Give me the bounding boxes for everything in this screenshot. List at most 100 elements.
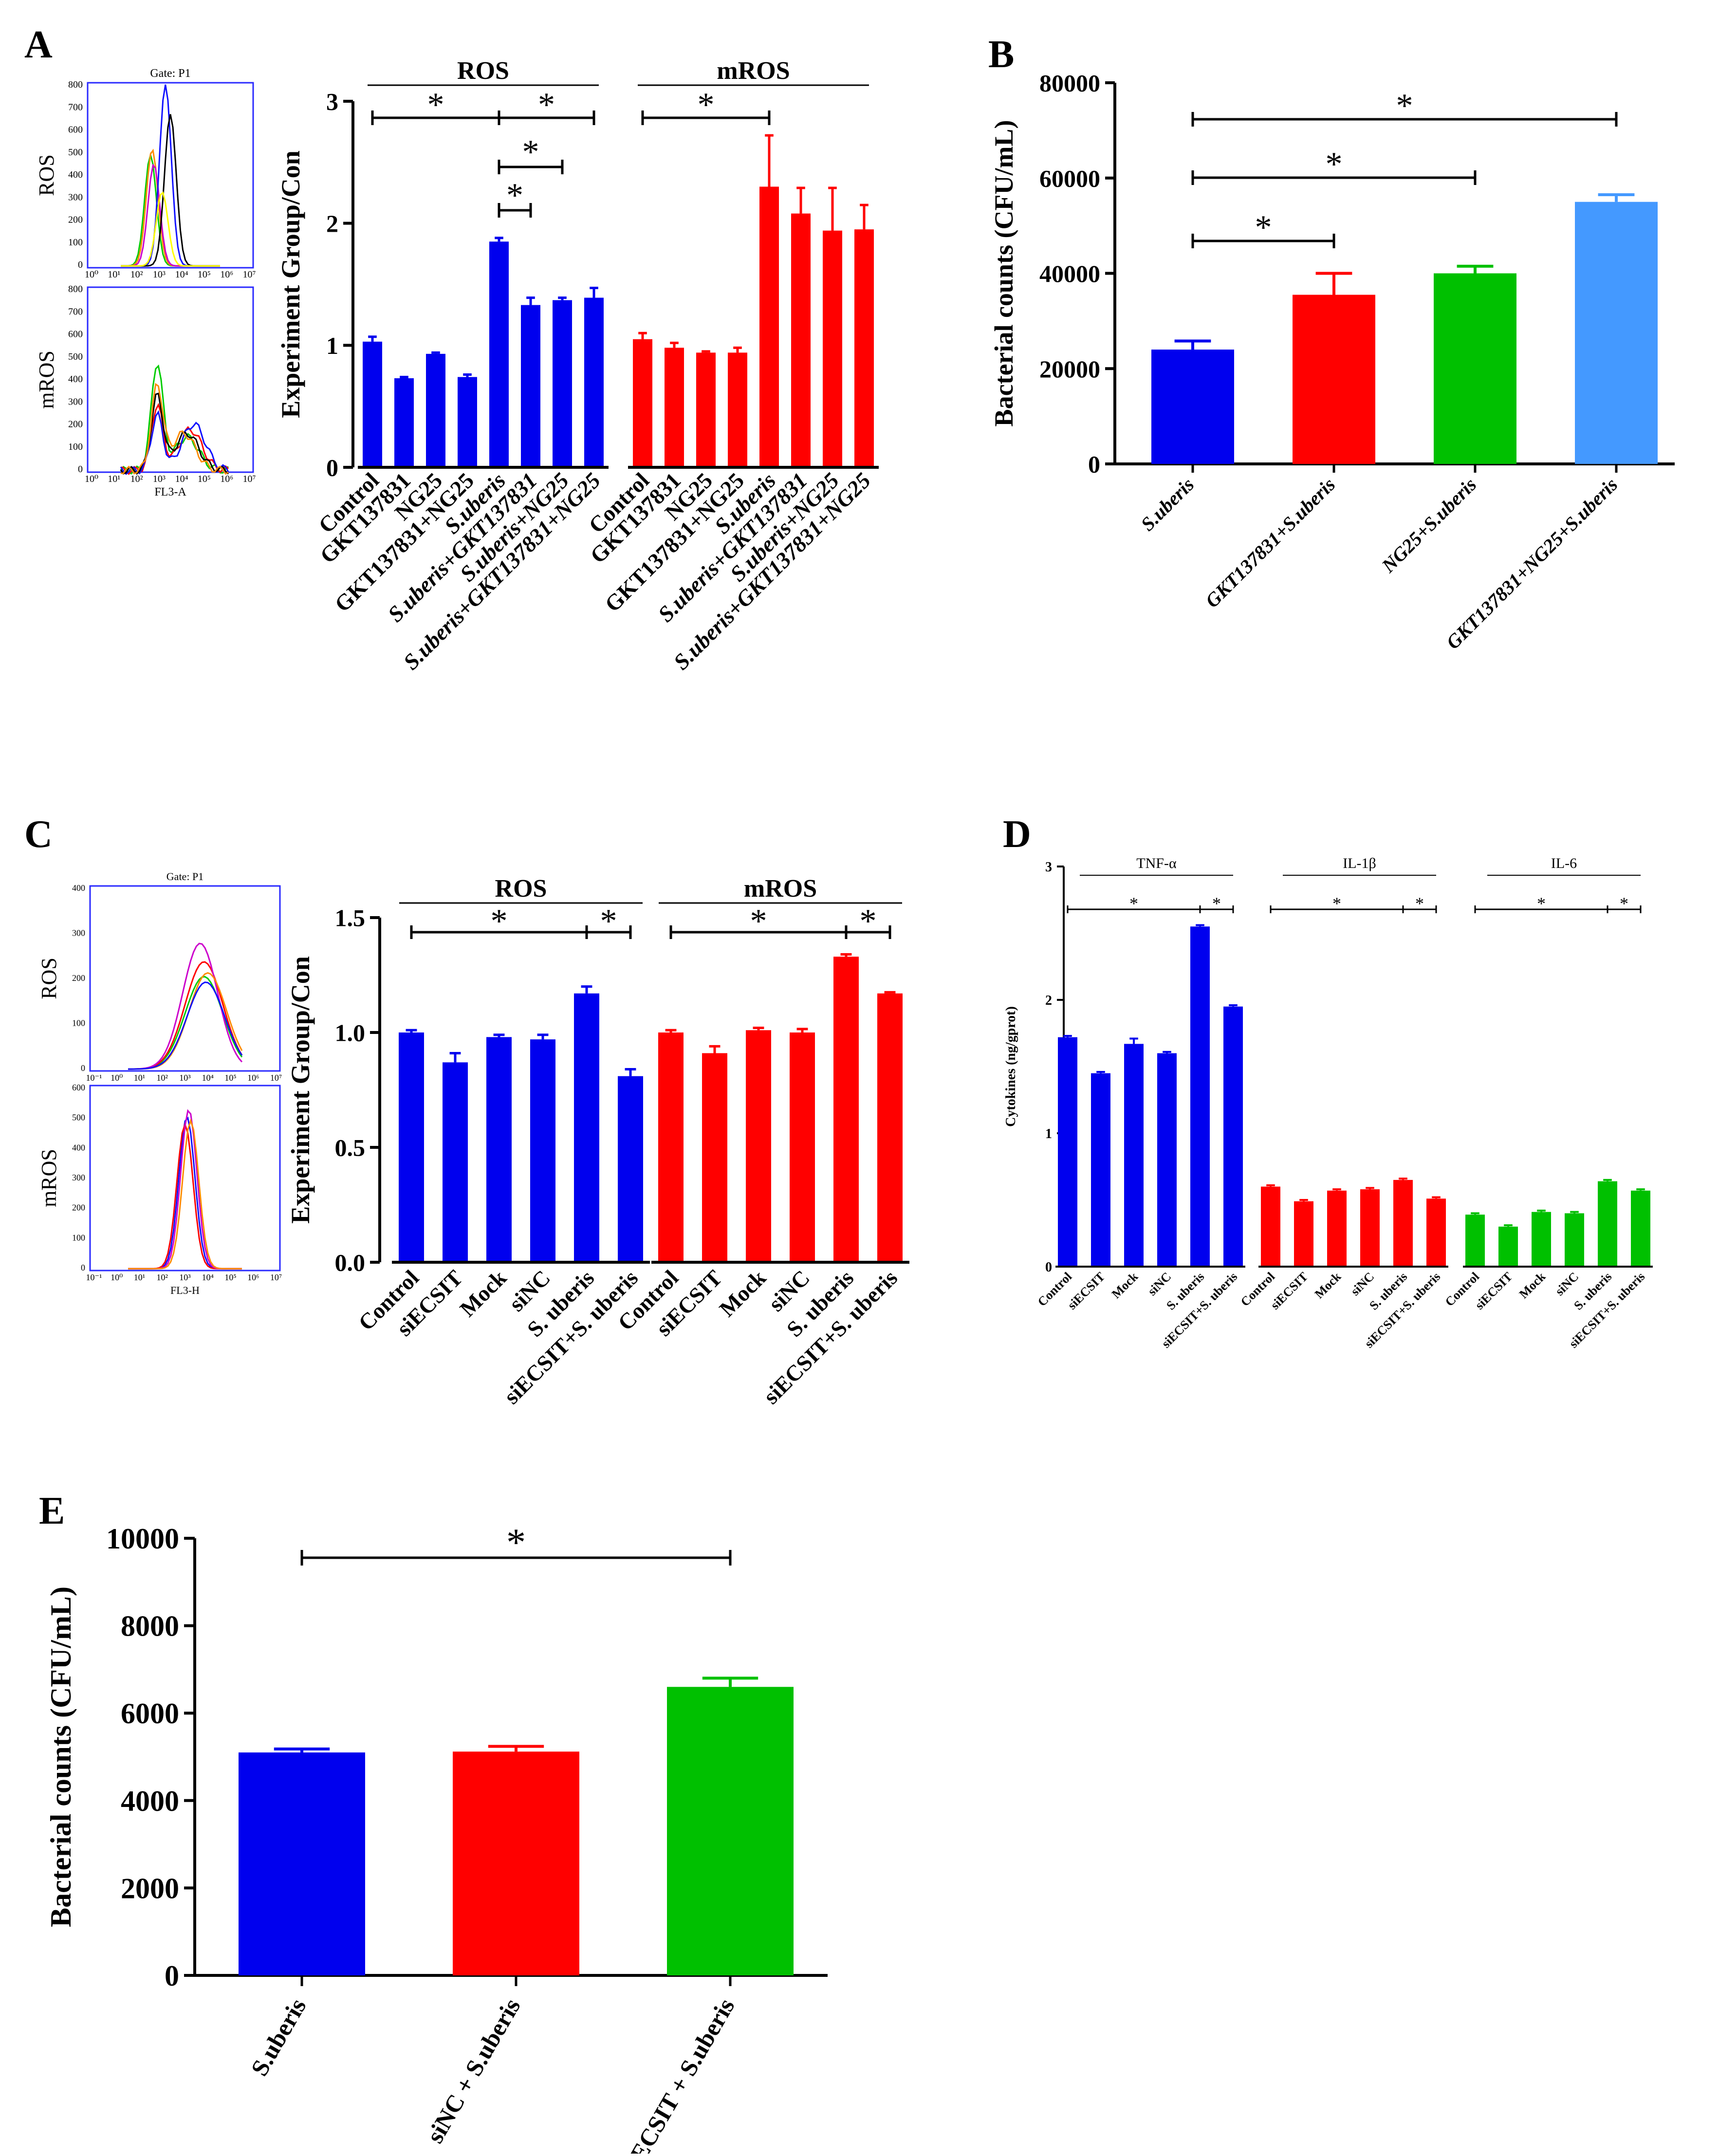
d-bar	[1498, 1226, 1518, 1267]
flow-c-y-tick-label: 400	[72, 1142, 85, 1152]
d-bar	[1261, 1186, 1280, 1267]
c-bar	[790, 1032, 815, 1262]
d-y-tick-label: 1	[1045, 1126, 1052, 1142]
d-bar	[1058, 1037, 1077, 1267]
flow-c-x-tick-label: 10⁵	[224, 1073, 236, 1083]
c-group-label: mROS	[744, 875, 817, 903]
a-group-label: mROS	[717, 57, 790, 85]
d-bar	[1465, 1215, 1485, 1267]
d-bar	[1565, 1213, 1584, 1267]
e-x-tick-label: S.uberis	[245, 1994, 311, 2081]
flow-a-histogram-trace	[120, 148, 220, 267]
flow-c-gate: Gate: P1	[166, 870, 203, 883]
b-y-tick-label: 40000	[1039, 260, 1100, 287]
flow-c-x-tick-label: 10⁶	[247, 1073, 259, 1083]
b-y-tick-label: 0	[1088, 451, 1100, 478]
flow-a-y-tick-label: 500	[68, 147, 83, 158]
b-x-tick-label: NG25+S.uberis	[1377, 474, 1480, 577]
c-sig-star: *	[491, 903, 508, 940]
d-bar	[1124, 1044, 1144, 1267]
flow-a-x-tick-label: 10³	[153, 474, 166, 484]
d-x-tick-label: siNC	[1553, 1270, 1581, 1298]
flow-c-x-axis-title: FL3-H	[170, 1284, 200, 1296]
flow-c-row-label-ros: ROS	[37, 958, 61, 999]
c-x-tick-label: Mock	[455, 1265, 512, 1322]
c-bar	[746, 1030, 771, 1262]
flow-c-x-tick-label: 10²	[157, 1073, 168, 1083]
flow-c-x-tick-label: 10⁵	[224, 1272, 236, 1282]
d-bar	[1157, 1053, 1177, 1267]
b-y-tick-label: 80000	[1039, 70, 1100, 97]
flow-a-y-tick-label: 700	[68, 102, 83, 112]
flow-c-x-tick-label: 10⁶	[247, 1272, 259, 1282]
a-bar	[363, 341, 382, 467]
a-bar	[458, 377, 477, 467]
e-y-tick-label: 2000	[121, 1872, 179, 1904]
d-bar	[1393, 1179, 1413, 1267]
flow-a-frame	[87, 82, 254, 269]
flow-c-histogram-trace	[128, 1116, 242, 1270]
e-bar	[453, 1751, 579, 1975]
d-x-tick-label: siNC	[1348, 1270, 1377, 1298]
flow-a-y-tick-label: 500	[68, 351, 83, 362]
flow-c-x-tick-label: 10⁴	[202, 1272, 214, 1282]
flow-a-histogram-trace	[120, 152, 220, 267]
flow-a-y-tick-label: 800	[68, 284, 83, 295]
flow-c-x-tick-label: 10³	[179, 1272, 191, 1282]
c-bar	[530, 1039, 555, 1262]
flow-a-y-tick-label: 400	[68, 374, 83, 385]
d-x-tick-label: siECSIT	[1268, 1270, 1311, 1312]
flow-c-x-tick-label: 10⁷	[270, 1272, 282, 1282]
a-group-label: ROS	[457, 57, 509, 85]
c-bar	[702, 1053, 727, 1262]
e-x-tick-label: siECSIT + S.uberis	[616, 1994, 739, 2154]
flow-a-x-tick-label: 10¹	[108, 269, 120, 280]
flow-a-frame	[87, 286, 254, 473]
flow-a-x-tick-label: 10⁶	[220, 269, 233, 280]
flow-c-x-tick-label: 10⁴	[202, 1073, 214, 1083]
b-y-tick-label: 20000	[1039, 355, 1100, 383]
flow-a-y-tick-label: 0	[78, 464, 83, 475]
flow-a-histogram-trace	[120, 403, 229, 475]
a-sig-star: *	[506, 177, 523, 214]
d-group-label: TNF-α	[1136, 855, 1177, 871]
a-bar	[728, 352, 747, 467]
flow-c-frame	[89, 1085, 281, 1271]
e-x-tick-label: siNC + S.uberis	[421, 1994, 526, 2148]
flow-c-x-tick-label: 10⁻¹	[86, 1073, 102, 1083]
d-sig-star: *	[1212, 894, 1221, 913]
a-bar	[696, 352, 716, 467]
a-sig-star: *	[538, 86, 555, 124]
flow-a-y-tick-label: 400	[68, 169, 83, 180]
d-sig-star: *	[1620, 894, 1628, 913]
c-bar	[574, 993, 599, 1262]
flow-c-y-tick-label: 500	[72, 1113, 85, 1123]
b-bar	[1575, 202, 1658, 464]
flow-c-histogram-trace	[128, 1118, 242, 1270]
flow-a-x-axis-title: FL3-A	[154, 486, 186, 498]
flow-a-y-tick-label: 100	[68, 442, 83, 452]
a-bar	[665, 348, 684, 467]
flow-a-x-tick-label: 10⁵	[198, 474, 211, 484]
flow-a-y-tick-label: 100	[68, 237, 83, 248]
a-bar	[394, 378, 414, 467]
a-y-tick-label: 1	[326, 332, 338, 359]
d-sig-star: *	[1415, 894, 1424, 913]
b-x-tick-label: S.uberis	[1136, 474, 1198, 535]
a-y-tick-label: 3	[326, 88, 338, 115]
flow-a-y-tick-label: 700	[68, 306, 83, 317]
c-y-tick-label: 1.0	[335, 1019, 366, 1047]
flow-a-y-tick-label: 800	[68, 79, 83, 90]
c-sig-star: *	[600, 903, 617, 940]
e-y-tick-label: 10000	[106, 1523, 179, 1555]
panel-label-b: B	[988, 33, 1014, 76]
flow-c-y-tick-label: 300	[72, 928, 85, 938]
e-y-tick-label: 8000	[121, 1610, 179, 1642]
b-bar	[1434, 273, 1516, 464]
flow-c-histogram-trace	[128, 981, 243, 1070]
flow-c-y-tick-label: 300	[72, 1173, 85, 1182]
a-sig-star: *	[522, 133, 539, 171]
flow-a-histogram-trace	[120, 364, 229, 475]
d-bar	[1091, 1073, 1110, 1267]
b-sig-star: *	[1255, 209, 1272, 246]
